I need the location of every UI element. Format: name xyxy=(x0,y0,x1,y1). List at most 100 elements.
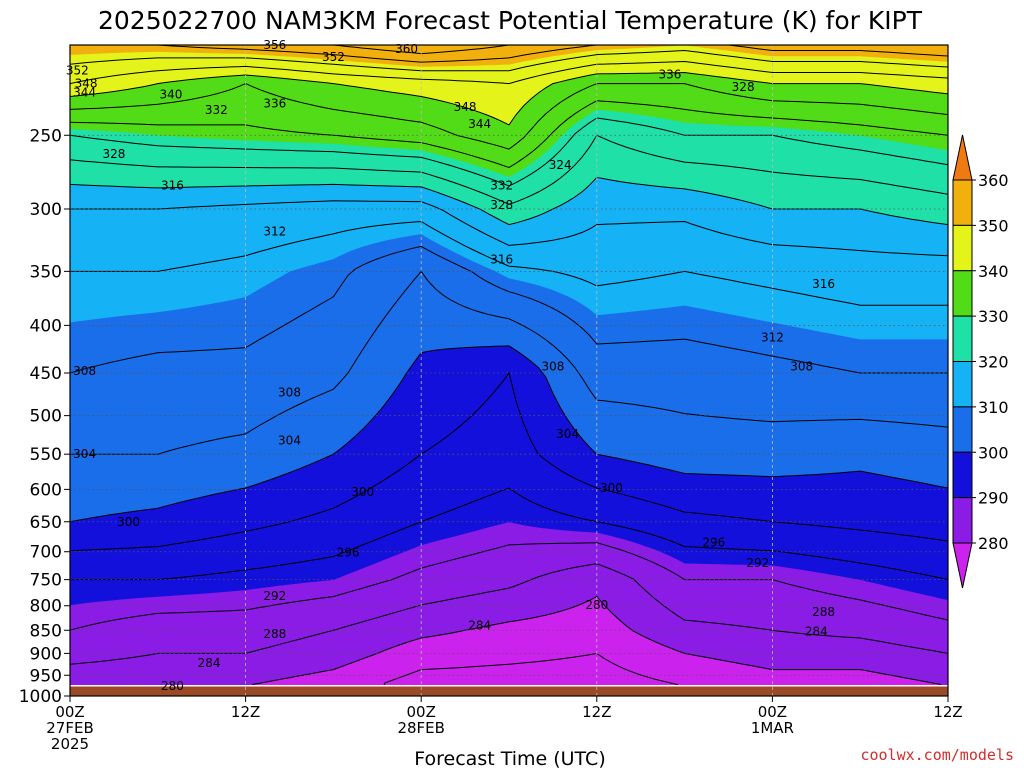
plot-area xyxy=(70,45,948,696)
colorbar-label: 330 xyxy=(978,307,1009,326)
y-tick-label: 600 xyxy=(30,480,62,500)
y-tick-label: 650 xyxy=(30,513,62,533)
x-tick-label: 00Z xyxy=(758,703,787,721)
colorbar-label: 280 xyxy=(978,534,1009,553)
isentrope-340 xyxy=(70,71,948,126)
contour-label: 332 xyxy=(205,103,228,117)
contour-label: 328 xyxy=(732,80,755,94)
contour-label: 300 xyxy=(351,485,374,499)
plot-frame xyxy=(69,44,949,697)
contour-label: 308 xyxy=(278,385,301,399)
y-tick-label: 900 xyxy=(30,644,62,664)
colorbar-segment xyxy=(952,315,973,362)
x-tick-label: 1MAR xyxy=(751,719,794,737)
contour-label: 324 xyxy=(549,158,572,172)
credit-text: coolwx.com/models xyxy=(860,746,1014,764)
isentrope-276 xyxy=(381,652,681,696)
y-tick-label: 800 xyxy=(30,597,62,617)
contour-label: 292 xyxy=(263,589,286,603)
isentrope-336 xyxy=(70,83,948,150)
x-tick-label: 12Z xyxy=(933,703,962,721)
contour-label: 316 xyxy=(812,277,835,291)
contour-label: 316 xyxy=(161,178,184,192)
contour-label: 288 xyxy=(263,627,286,641)
colorbar-segment xyxy=(952,406,973,453)
y-tick-label: 950 xyxy=(30,666,62,686)
contour-label: 348 xyxy=(75,77,98,91)
isentrope-284 xyxy=(70,563,948,665)
colorbar-bottom-cap xyxy=(952,542,973,589)
y-tick-label: 750 xyxy=(30,571,62,591)
x-axis-title: Forecast Time (UTC) xyxy=(414,748,605,768)
colorbar-segment xyxy=(952,179,973,226)
y-tick-label: 850 xyxy=(30,621,62,641)
isentrope-324 xyxy=(70,134,948,205)
chart-title: 2025022700 NAM3KM Forecast Potential Tem… xyxy=(98,6,923,35)
colorbar-label: 290 xyxy=(978,489,1009,508)
y-tick-label: 500 xyxy=(30,407,62,427)
isentrope-348 xyxy=(70,49,948,72)
contour-label: 340 xyxy=(160,87,183,101)
contour-label: 304 xyxy=(73,447,96,461)
contour-label: 296 xyxy=(702,535,725,549)
contour-label: 332 xyxy=(490,178,513,192)
colorbar-top-cap xyxy=(952,134,973,181)
y-tick-label: 250 xyxy=(30,126,62,146)
contour-label: 336 xyxy=(263,96,286,110)
isentrope-300 xyxy=(70,345,948,523)
contour-label: 344 xyxy=(73,86,96,100)
contour-label: 280 xyxy=(585,598,608,612)
colorbar: 360 350 340 330 320 310 300 290 280 xyxy=(952,134,1009,589)
colorbar-segment xyxy=(952,451,973,499)
y-tick-label: 300 xyxy=(30,200,62,220)
isentrope-292 xyxy=(70,487,948,581)
band-350-360 xyxy=(70,45,948,67)
y-axis: 250 300 350 400 450 500 550 600 650 700 750 800 850 9… xyxy=(19,126,70,707)
contour-label: 284 xyxy=(198,656,221,670)
y-tick-label: 450 xyxy=(30,364,62,384)
contour-label: 328 xyxy=(490,198,513,212)
x-tick-label: 28FEB xyxy=(397,719,444,737)
colorbar-segment xyxy=(952,361,973,408)
contour-label: 296 xyxy=(337,545,360,559)
colorbar-label: 300 xyxy=(978,443,1009,462)
contour-label: 280 xyxy=(161,679,184,693)
contour-label: 284 xyxy=(805,625,828,639)
x-tick-label: 2025 xyxy=(51,735,89,753)
contour-label: 284 xyxy=(468,618,491,632)
x-tick-label: 00Z xyxy=(55,703,84,721)
colorbar-label: 360 xyxy=(978,171,1009,190)
isentrope-316 xyxy=(70,200,948,257)
y-tick-label: 1000 xyxy=(19,687,62,707)
colorbar-label: 320 xyxy=(978,353,1009,372)
y-tick-label: 550 xyxy=(30,445,62,465)
y-tick-label: 400 xyxy=(30,316,62,336)
x-tick-label: 12Z xyxy=(582,703,611,721)
contour-label: 308 xyxy=(73,364,96,378)
contour-label: 312 xyxy=(761,330,784,344)
contour-label: 300 xyxy=(117,515,140,529)
isentrope-320 xyxy=(70,176,948,226)
isentrope-288 xyxy=(70,542,948,631)
y-tick-label: 350 xyxy=(30,262,62,282)
contour-label: 336 xyxy=(659,67,682,81)
grid-lines xyxy=(70,45,948,696)
x-tick-label: 00Z xyxy=(407,703,436,721)
isentrope-308 xyxy=(70,245,948,374)
contour-label: 348 xyxy=(454,100,477,114)
y-tick-label: 700 xyxy=(30,543,62,563)
ground-fill xyxy=(70,685,948,696)
contour-label: 308 xyxy=(790,360,813,374)
x-tick-label: 12Z xyxy=(231,703,260,721)
colorbar-label: 310 xyxy=(978,398,1009,417)
contour-label: 352 xyxy=(322,50,345,64)
isentrope-280 xyxy=(249,595,944,696)
isentrope-312 xyxy=(70,220,948,306)
colorbar-segment xyxy=(952,224,973,272)
contour-label: 304 xyxy=(278,434,301,448)
isentrope-344 xyxy=(70,60,948,85)
contour-label: 360 xyxy=(395,42,418,56)
colorbar-segment xyxy=(952,270,973,317)
